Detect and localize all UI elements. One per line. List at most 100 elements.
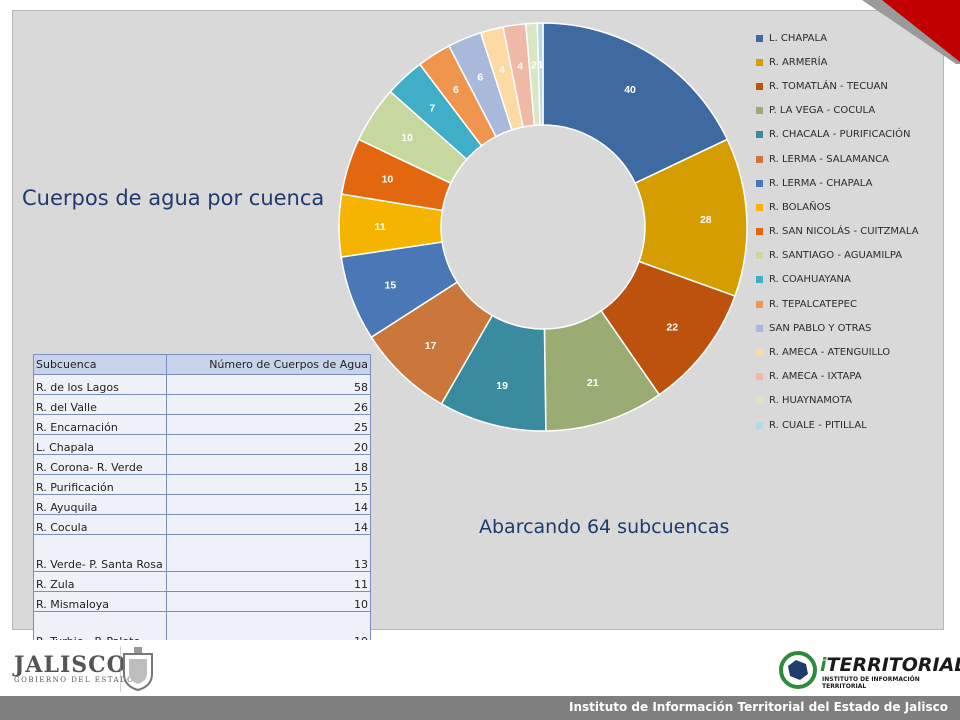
- subcuenca-cell: R. de los Lagos: [33, 374, 167, 395]
- numero-cell: 13: [166, 534, 371, 572]
- legend-swatch: [756, 58, 763, 66]
- subcuenca-table: Subcuenca Número de Cuerpos de Agua R. d…: [33, 354, 371, 649]
- subcuenca-cell: R. Zula: [33, 571, 167, 592]
- legend-item: L. CHAPALA: [756, 26, 942, 50]
- subcuenca-cell: R. Verde- P. Santa Rosa: [33, 534, 167, 572]
- subtitle: Abarcando 64 subcuencas: [479, 516, 730, 538]
- numero-cell: 10: [166, 591, 371, 612]
- legend-swatch: [756, 397, 763, 405]
- legend-label: R. COAHUAYANA: [769, 274, 851, 286]
- table-row: R. Cocula 14: [33, 514, 371, 535]
- legend-item: R. CHACALA - PURIFICACIÓN: [756, 123, 942, 147]
- legend-swatch: [756, 300, 763, 308]
- table-row: R. Zula 11: [33, 571, 371, 592]
- corner-decoration: [862, 0, 960, 64]
- slice-value-label: 4: [499, 64, 505, 76]
- legend-label: R. CHACALA - PURIFICACIÓN: [769, 129, 911, 141]
- legend-item: R. TOMATLÁN - TECUAN: [756, 74, 942, 98]
- legend-label: P. LA VEGA - COCULA: [769, 105, 876, 117]
- legend-item: R. HUAYNAMOTA: [756, 389, 942, 413]
- legend-item: R. ARMERÍA: [756, 50, 942, 74]
- legend-item: R. LERMA - SALAMANCA: [756, 147, 942, 171]
- legend-swatch: [756, 107, 763, 115]
- legend-item: R. BOLAÑOS: [756, 195, 942, 219]
- legend-swatch: [756, 421, 763, 429]
- legend-label: R. HUAYNAMOTA: [769, 395, 852, 407]
- slice-value-label: 7: [429, 102, 435, 114]
- jalisco-wordmark: JALISCO: [14, 652, 127, 678]
- numero-cell: 14: [166, 514, 371, 535]
- legend-item: R. AMECA - ATENGUILLO: [756, 340, 942, 364]
- subcuenca-cell: R. Purificación: [33, 474, 167, 495]
- legend-item: R. TEPALCATEPEC: [756, 292, 942, 316]
- legend-label: R. LERMA - CHAPALA: [769, 177, 873, 189]
- legend-label: R. TEPALCATEPEC: [769, 298, 857, 310]
- table-row: R. Verde- P. Santa Rosa 13: [33, 534, 371, 572]
- numero-cell: 14: [166, 494, 371, 515]
- numero-cell: 15: [166, 474, 371, 495]
- table-row: L. Chapala 20: [33, 434, 371, 455]
- legend-label: R. AMECA - ATENGUILLO: [769, 347, 891, 359]
- legend-item: SAN PABLO Y OTRAS: [756, 316, 942, 340]
- slice-value-label: 22: [666, 321, 678, 333]
- slice-value-label: 2: [531, 59, 537, 71]
- table-row: R. Mismaloya 10: [33, 591, 371, 612]
- slice-value-label: 10: [401, 132, 413, 144]
- slice-value-label: 15: [385, 279, 397, 291]
- subcuenca-cell: R. Mismaloya: [33, 591, 167, 612]
- subcuenca-cell: R. Encarnación: [33, 414, 167, 435]
- legend-swatch: [756, 276, 763, 284]
- jalisco-subtitle: GOBIERNO DEL ESTADO: [14, 676, 135, 684]
- slice-value-label: 40: [624, 84, 636, 96]
- numero-cell: 20: [166, 434, 371, 455]
- legend-item: R. SAN NICOLÁS - CUITZMALA: [756, 220, 942, 244]
- footer-logos: JALISCO GOBIERNO DEL ESTADO iTERRITORIAL…: [0, 640, 960, 696]
- legend-swatch: [756, 228, 763, 236]
- subcuenca-cell: R. Corona- R. Verde: [33, 454, 167, 475]
- legend-label: R. CUALE - PITILLAL: [769, 419, 867, 431]
- legend-swatch: [756, 373, 763, 381]
- subcuenca-cell: R. del Valle: [33, 394, 167, 415]
- subcuenca-cell: R. Ayuquila: [33, 494, 167, 515]
- slice-value-label: 6: [453, 84, 459, 96]
- legend-label: R. ARMERÍA: [769, 56, 828, 68]
- table-row: R. del Valle 26: [33, 394, 371, 415]
- legend-swatch: [756, 252, 763, 260]
- numero-cell: 58: [166, 374, 371, 395]
- slice-value-label: 17: [425, 340, 437, 352]
- legend-label: R. LERMA - SALAMANCA: [769, 153, 890, 165]
- donut-slice: [536, 22, 544, 126]
- numero-cell: 18: [166, 454, 371, 475]
- legend-label: R. BOLAÑOS: [769, 201, 831, 213]
- legend-item: R. COAHUAYANA: [756, 268, 942, 292]
- legend-label: R. SANTIAGO - AGUAMILPA: [769, 250, 903, 262]
- slice-value-label: 21: [587, 377, 599, 389]
- slice-value-label: 19: [496, 380, 508, 392]
- slice-value-label: 11: [374, 221, 385, 233]
- institute-name: Instituto de Información Territorial del…: [568, 700, 948, 714]
- slice-value-label: 28: [700, 214, 712, 226]
- legend-label: R. TOMATLÁN - TECUAN: [769, 80, 888, 92]
- donut-slice: [542, 22, 729, 185]
- iterritorial-logo: iTERRITORIAL INSTITUTO DE INFORMACIÓN TE…: [778, 650, 960, 690]
- iterritorial-wordmark: iTERRITORIAL: [820, 654, 960, 676]
- legend-swatch: [756, 82, 763, 90]
- slice-value-label: 6: [477, 72, 483, 84]
- numero-cell: 26: [166, 394, 371, 415]
- legend-label: R. AMECA - IXTAPA: [769, 371, 862, 383]
- table-row: R. Ayuquila 14: [33, 494, 371, 515]
- footer-bar: Instituto de Información Territorial del…: [0, 696, 960, 720]
- legend-label: R. SAN NICOLÁS - CUITZMALA: [769, 226, 919, 238]
- legend-label: L. CHAPALA: [769, 32, 828, 44]
- chart-title: Cuerpos de agua por cuenca: [22, 186, 325, 210]
- header-numero: Número de Cuerpos de Agua: [166, 354, 371, 375]
- legend-item: R. SANTIAGO - AGUAMILPA: [756, 244, 942, 268]
- chart-legend: L. CHAPALA R. ARMERÍA R. TOMATLÁN - TECUAN…: [756, 26, 942, 437]
- legend-swatch: [756, 324, 763, 332]
- legend-item: P. LA VEGA - COCULA: [756, 99, 942, 123]
- table-header-row: Subcuenca Número de Cuerpos de Agua: [33, 354, 371, 375]
- legend-item: R. LERMA - CHAPALA: [756, 171, 942, 195]
- jalisco-crest-icon: [120, 646, 153, 692]
- slice-value-label: 4: [517, 61, 523, 73]
- numero-cell: 25: [166, 414, 371, 435]
